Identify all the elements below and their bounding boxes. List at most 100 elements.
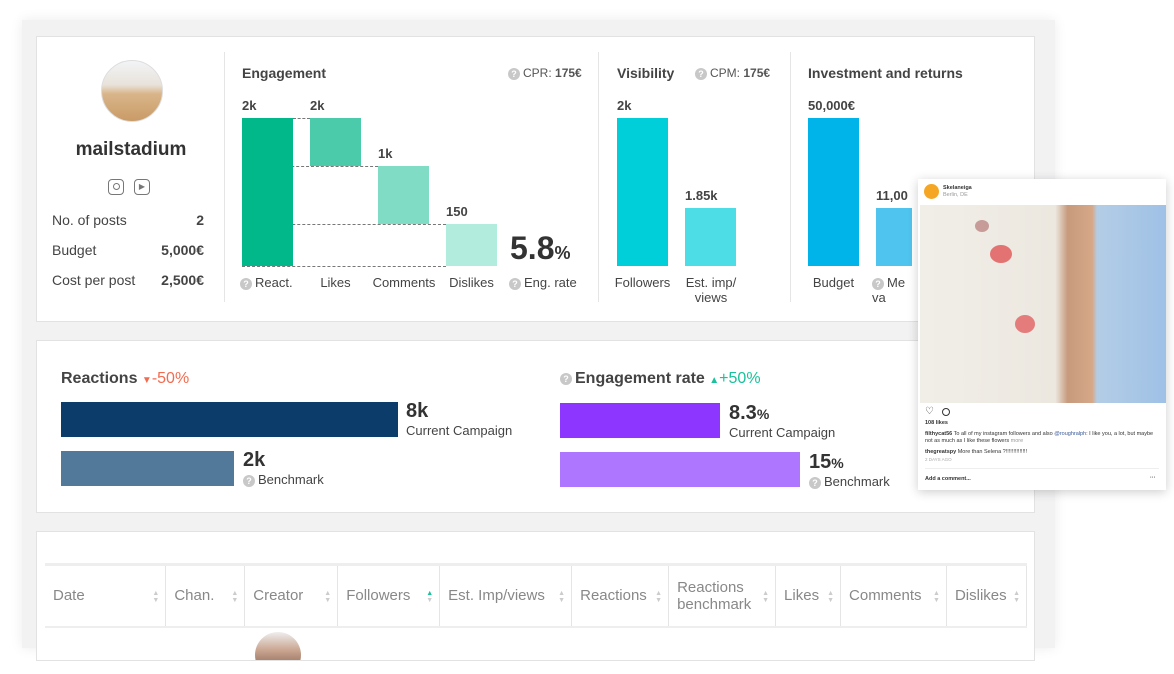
- column-label: Dislikes: [954, 587, 1007, 605]
- help-icon[interactable]: ?: [240, 277, 252, 290]
- value: 2k: [243, 449, 266, 471]
- bar-label: Budget: [812, 275, 855, 290]
- reactions-benchmark: 2k? Benchmark: [243, 449, 324, 487]
- rate-unit: %: [554, 243, 571, 263]
- reactions-current-bar[interactable]: [61, 402, 398, 437]
- engagement-title: Engagement: [242, 65, 327, 81]
- help-icon[interactable]: ?: [872, 277, 884, 290]
- column-header[interactable]: Est. Imp/views ▲ ▼: [439, 564, 573, 627]
- investment-title: Investment and returns: [808, 65, 963, 81]
- bar-budget[interactable]: [808, 118, 859, 266]
- reactions-change: -50%: [151, 370, 190, 387]
- posts-table: Date ▲ ▼ Chan. ▲ ▼ Creator ▲ ▼ Followers ▲ ▼ Est. Im…: [45, 563, 1028, 628]
- visibility-title: Visibility: [617, 65, 675, 81]
- stat-label: No. of posts: [52, 212, 127, 228]
- post-location: Berlin, DE: [943, 192, 968, 198]
- unit: %: [756, 406, 770, 422]
- label: Current Campaign: [729, 425, 836, 440]
- creator-avatar[interactable]: [255, 632, 301, 660]
- help-icon[interactable]: ?: [695, 67, 707, 80]
- mention-link[interactable]: @roughralph: [1054, 431, 1087, 437]
- bar-value: 1.85k: [685, 188, 718, 203]
- column-header[interactable]: Chan. ▲ ▼: [165, 564, 246, 627]
- sort-icon[interactable]: ▲ ▼: [762, 590, 770, 604]
- sort-icon[interactable]: ▲ ▼: [558, 590, 566, 604]
- caption-rest: : I like you, a lot, but maybe not as mu…: [925, 431, 1154, 444]
- bar-comments[interactable]: [378, 166, 429, 224]
- bar-label: Comments: [372, 275, 436, 290]
- eng-rate-benchmark-bar[interactable]: [560, 452, 800, 487]
- sort-icon[interactable]: ▲ ▼: [1013, 590, 1020, 604]
- more-link[interactable]: more: [1010, 438, 1024, 444]
- post-time: 2 DAYS AGO: [925, 457, 952, 462]
- column-header[interactable]: Likes ▲ ▼: [775, 564, 842, 627]
- column-label: Est. Imp/views: [448, 587, 545, 605]
- column-header[interactable]: Comments ▲ ▼: [840, 564, 947, 627]
- sort-icon[interactable]: ▲ ▼: [231, 590, 239, 604]
- column-label: Reactions benchmark: [677, 578, 752, 613]
- sort-icon[interactable]: ▲ ▼: [426, 590, 434, 604]
- bar-label: Followers: [614, 275, 671, 290]
- guide-line: [293, 118, 310, 119]
- bar-media-value[interactable]: [876, 208, 912, 266]
- eng-rate-benchmark: 15%? Benchmark: [809, 451, 890, 489]
- heart-icon[interactable]: ♡: [925, 406, 934, 417]
- divider: [925, 468, 1159, 469]
- caption-user[interactable]: filthycat56: [925, 431, 953, 437]
- column-header[interactable]: Date ▲ ▼: [45, 564, 167, 627]
- sort-icon[interactable]: ▲ ▼: [655, 590, 663, 604]
- post-image[interactable]: [920, 205, 1166, 403]
- bar-dislikes[interactable]: [446, 224, 497, 266]
- bar-label-text: Me va: [872, 275, 906, 305]
- profile-stats: No. of posts 2 Budget 5,000€ Cost per post…: [52, 212, 204, 302]
- bar-followers[interactable]: [617, 118, 668, 266]
- comment-icon[interactable]: [942, 408, 950, 416]
- eng-rate-current-bar[interactable]: [560, 403, 720, 438]
- help-icon[interactable]: ?: [509, 277, 521, 290]
- value: 8k: [406, 400, 429, 422]
- column-header[interactable]: Reactions benchmark ▲ ▼: [668, 564, 777, 627]
- column-label: Creator: [253, 587, 304, 605]
- bar-likes[interactable]: [310, 118, 361, 166]
- label: Current Campaign: [406, 423, 513, 438]
- reactions-title: Reactions: [61, 370, 138, 387]
- help-icon[interactable]: ?: [560, 372, 572, 385]
- bar-reactions[interactable]: [242, 118, 293, 266]
- youtube-icon[interactable]: ▶: [134, 179, 150, 195]
- value: 15: [809, 451, 832, 473]
- more-options-icon[interactable]: ···: [1150, 475, 1156, 481]
- sort-icon[interactable]: ▲ ▼: [152, 590, 160, 604]
- cpr: ? CPR: 175€: [508, 66, 582, 80]
- column-header[interactable]: Followers ▲ ▼: [337, 564, 441, 627]
- rate-number: 5.8: [510, 230, 555, 266]
- avatar[interactable]: [101, 60, 163, 122]
- bar-value: 2k: [310, 98, 325, 113]
- post-comment: thegreatspy More than Selena ?!!!!!!!!!!…: [925, 449, 1027, 455]
- help-icon[interactable]: ?: [243, 474, 255, 487]
- stat-label: Cost per post: [52, 272, 136, 288]
- bar-est-imp[interactable]: [685, 208, 736, 266]
- help-icon[interactable]: ?: [809, 476, 821, 489]
- label: Benchmark: [824, 474, 890, 489]
- bar-label: ? Me va: [872, 275, 912, 305]
- reactions-benchmark-bar[interactable]: [61, 451, 234, 486]
- post-user[interactable]: Skelaneiga: [943, 185, 972, 191]
- sort-icon[interactable]: ▲ ▼: [933, 590, 940, 604]
- column-label: Reactions: [580, 587, 647, 605]
- column-header[interactable]: Reactions ▲ ▼: [571, 564, 670, 627]
- instagram-icon[interactable]: [108, 179, 124, 195]
- add-comment-input[interactable]: Add a comment...: [925, 476, 971, 482]
- bar-value: 150: [446, 204, 468, 219]
- column-header[interactable]: Dislikes ▲ ▼: [946, 564, 1028, 627]
- bar-value: 11,00: [876, 188, 908, 203]
- column-label: Comments: [849, 587, 922, 605]
- column-label: Followers: [346, 587, 411, 605]
- help-icon[interactable]: ?: [508, 67, 520, 80]
- sort-icon[interactable]: ▲ ▼: [827, 590, 835, 604]
- sort-icon[interactable]: ▲ ▼: [324, 590, 332, 604]
- post-avatar[interactable]: [924, 184, 939, 199]
- stat-label: Budget: [52, 242, 97, 258]
- comment-user[interactable]: thegreatspy: [925, 449, 957, 455]
- column-header[interactable]: Creator ▲ ▼: [244, 564, 339, 627]
- instagram-post-preview[interactable]: Skelaneiga Berlin, DE ♡ 108 likes filthy…: [918, 179, 1166, 490]
